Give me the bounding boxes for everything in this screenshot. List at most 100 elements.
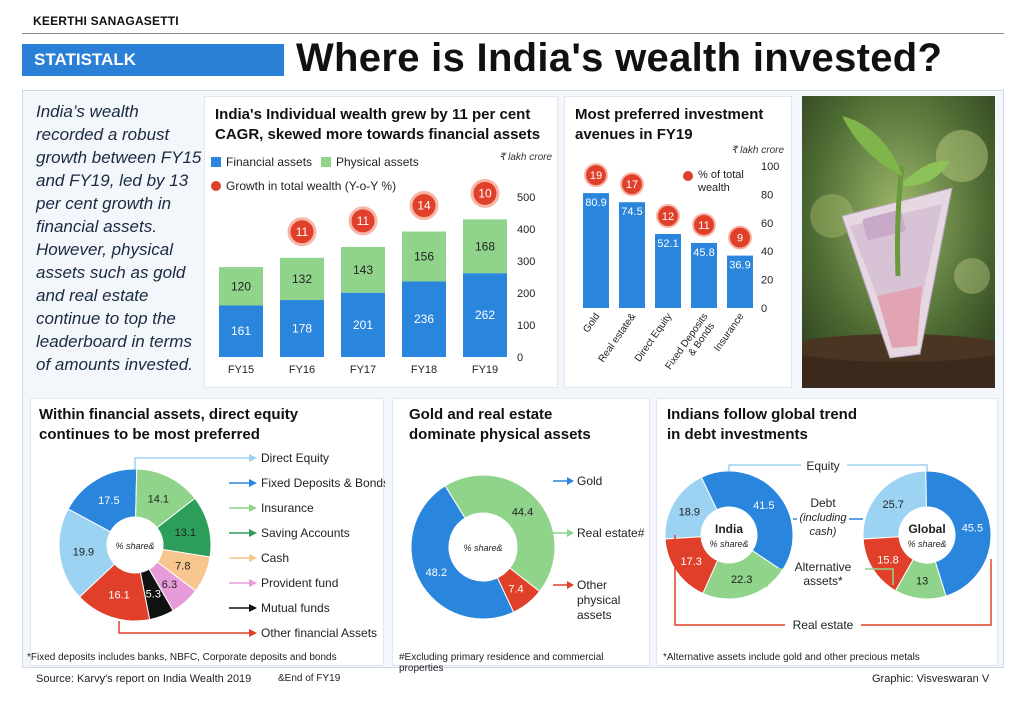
pct-value-label: 9 — [737, 233, 743, 245]
equity-connector — [847, 464, 928, 471]
avenues-panel: Most preferred investment avenues in FY1… — [564, 96, 792, 388]
debt-label-line: cash) — [810, 526, 837, 538]
financial-value-label: 161 — [231, 324, 251, 338]
financial-bar — [341, 292, 385, 357]
india-center-label: India — [715, 522, 743, 536]
y-tick-label: 20 — [761, 275, 773, 287]
source-note: &End of FY19 — [278, 673, 341, 684]
legend-label: Saving Accounts — [261, 526, 350, 540]
y-tick-label: 400 — [517, 224, 535, 236]
wealth-growth-title-2: CAGR, skewed more towards financial asse… — [215, 126, 541, 143]
donut-value-label: 41.5 — [753, 500, 774, 512]
headline: Where is India's wealth invested? — [296, 36, 943, 80]
physical-bar — [402, 231, 446, 282]
financial-bar — [280, 300, 324, 357]
legend-arrow — [249, 529, 257, 537]
physical-bar — [219, 267, 263, 306]
legend-arrow — [249, 554, 257, 562]
x-tick-label: FY19 — [472, 364, 498, 376]
legend-label: Provident fund — [261, 576, 338, 590]
physical-value-label: 120 — [231, 279, 251, 293]
global-center-label: Global — [908, 522, 945, 536]
top-rule — [22, 33, 1004, 34]
legend-growth: Growth in total wealth (Y-o-Y %) — [211, 179, 396, 193]
physical-title-2: dominate physical assets — [409, 426, 591, 443]
legend-label-line: assets — [577, 608, 612, 622]
re-connector — [674, 535, 785, 626]
physical-footnote: #Excluding primary residence and commerc… — [399, 652, 604, 674]
donut-slice — [664, 536, 719, 595]
growth-value-label: 11 — [296, 225, 309, 239]
growth-badge — [287, 217, 317, 247]
avenue-category-label: Real estate& — [597, 311, 639, 364]
financial-assets-panel: Within financial assets, direct equity c… — [27, 398, 385, 666]
donut-value-label: 18.9 — [679, 507, 700, 519]
pct-badge — [656, 204, 680, 229]
financial-bar — [402, 281, 446, 357]
avenue-bar — [691, 242, 717, 308]
avenues-legend-line-1: % of total — [698, 169, 744, 181]
x-tick-label: FY18 — [411, 364, 437, 376]
financial-value-label: 236 — [414, 312, 434, 326]
donut-center-label: % share& — [463, 543, 502, 553]
avenue-category-label: Fixed Deposits& Bonds — [664, 311, 720, 378]
global-share-label: % share& — [907, 539, 946, 549]
physical-value-label: 168 — [475, 239, 495, 253]
donut-value-label: 15.8 — [877, 554, 898, 566]
donut-slice — [444, 474, 556, 593]
pct-badge — [620, 172, 644, 197]
donut-value-label: 7.8 — [175, 560, 190, 572]
alt-label-line: assets* — [803, 574, 843, 588]
avenue-value-label: 74.5 — [621, 206, 642, 218]
plant-money-photo — [802, 96, 995, 388]
pct-badge — [692, 212, 716, 237]
donut-slice — [862, 470, 927, 540]
legend-arrow — [249, 604, 257, 612]
debt-title-1: Indians follow global trend — [667, 406, 857, 423]
legend-physical-label: Physical assets — [336, 155, 419, 169]
donut-value-label: 13.1 — [175, 527, 196, 539]
growth-value-label: 10 — [478, 186, 492, 200]
donut-slice — [700, 470, 794, 572]
financial-title-1: Within financial assets, direct equity — [39, 406, 299, 423]
debt-title-2: in debt investments — [667, 426, 808, 443]
physical-title-1: Gold and real estate — [409, 406, 553, 423]
donut-slice — [78, 563, 151, 622]
legend-growth-dot — [211, 181, 221, 191]
avenues-legend-line-2: wealth — [698, 182, 730, 194]
donut-slice — [58, 508, 116, 598]
avenue-category-line: Gold — [581, 311, 602, 335]
avenue-category-label: Gold — [581, 311, 602, 335]
plant-money-illustration — [802, 96, 995, 388]
pct-value-label: 12 — [662, 211, 674, 223]
donut-slice — [925, 470, 992, 597]
financial-bar — [463, 273, 507, 357]
donut-value-label: 5.3 — [146, 589, 161, 601]
legend-physical-swatch — [321, 157, 331, 167]
donut-slice — [702, 549, 783, 600]
legend-label: Real estate# — [577, 526, 645, 540]
physical-value-label: 156 — [414, 250, 434, 264]
byline: KEERTHI SANAGASETTI — [33, 14, 179, 28]
physical-value-label: 132 — [292, 272, 312, 286]
legend-label: Fixed Deposits & Bonds — [261, 476, 385, 490]
growth-badge — [348, 206, 378, 236]
donut-value-label: 48.2 — [426, 567, 447, 579]
avenue-bar — [619, 202, 645, 308]
legend-arrow — [249, 454, 257, 462]
financial-footnote: *Fixed deposits includes banks, NBFC, Co… — [27, 652, 337, 663]
legend-financial-label: Financial assets — [226, 155, 313, 169]
debt-trend-panel: Indians follow global trend in debt inve… — [656, 398, 998, 666]
india-share-label: % share& — [709, 539, 748, 549]
avenue-category-label: Direct Equity — [633, 311, 675, 364]
growth-badge — [409, 191, 439, 221]
wealth-growth-title-1: India's Individual wealth grew by 11 per… — [215, 106, 531, 123]
donut-center-label: % share& — [115, 541, 154, 551]
legend-financial-swatch — [211, 157, 221, 167]
y-tick-label: 0 — [761, 303, 767, 315]
source-text: Source: Karvy's report on India Wealth 2… — [36, 673, 252, 685]
avenue-bar — [655, 234, 681, 308]
y-tick-label: 500 — [517, 192, 535, 204]
legend-leader — [134, 457, 229, 469]
physical-assets-panel: Gold and real estate dominate physical a… — [392, 398, 650, 674]
